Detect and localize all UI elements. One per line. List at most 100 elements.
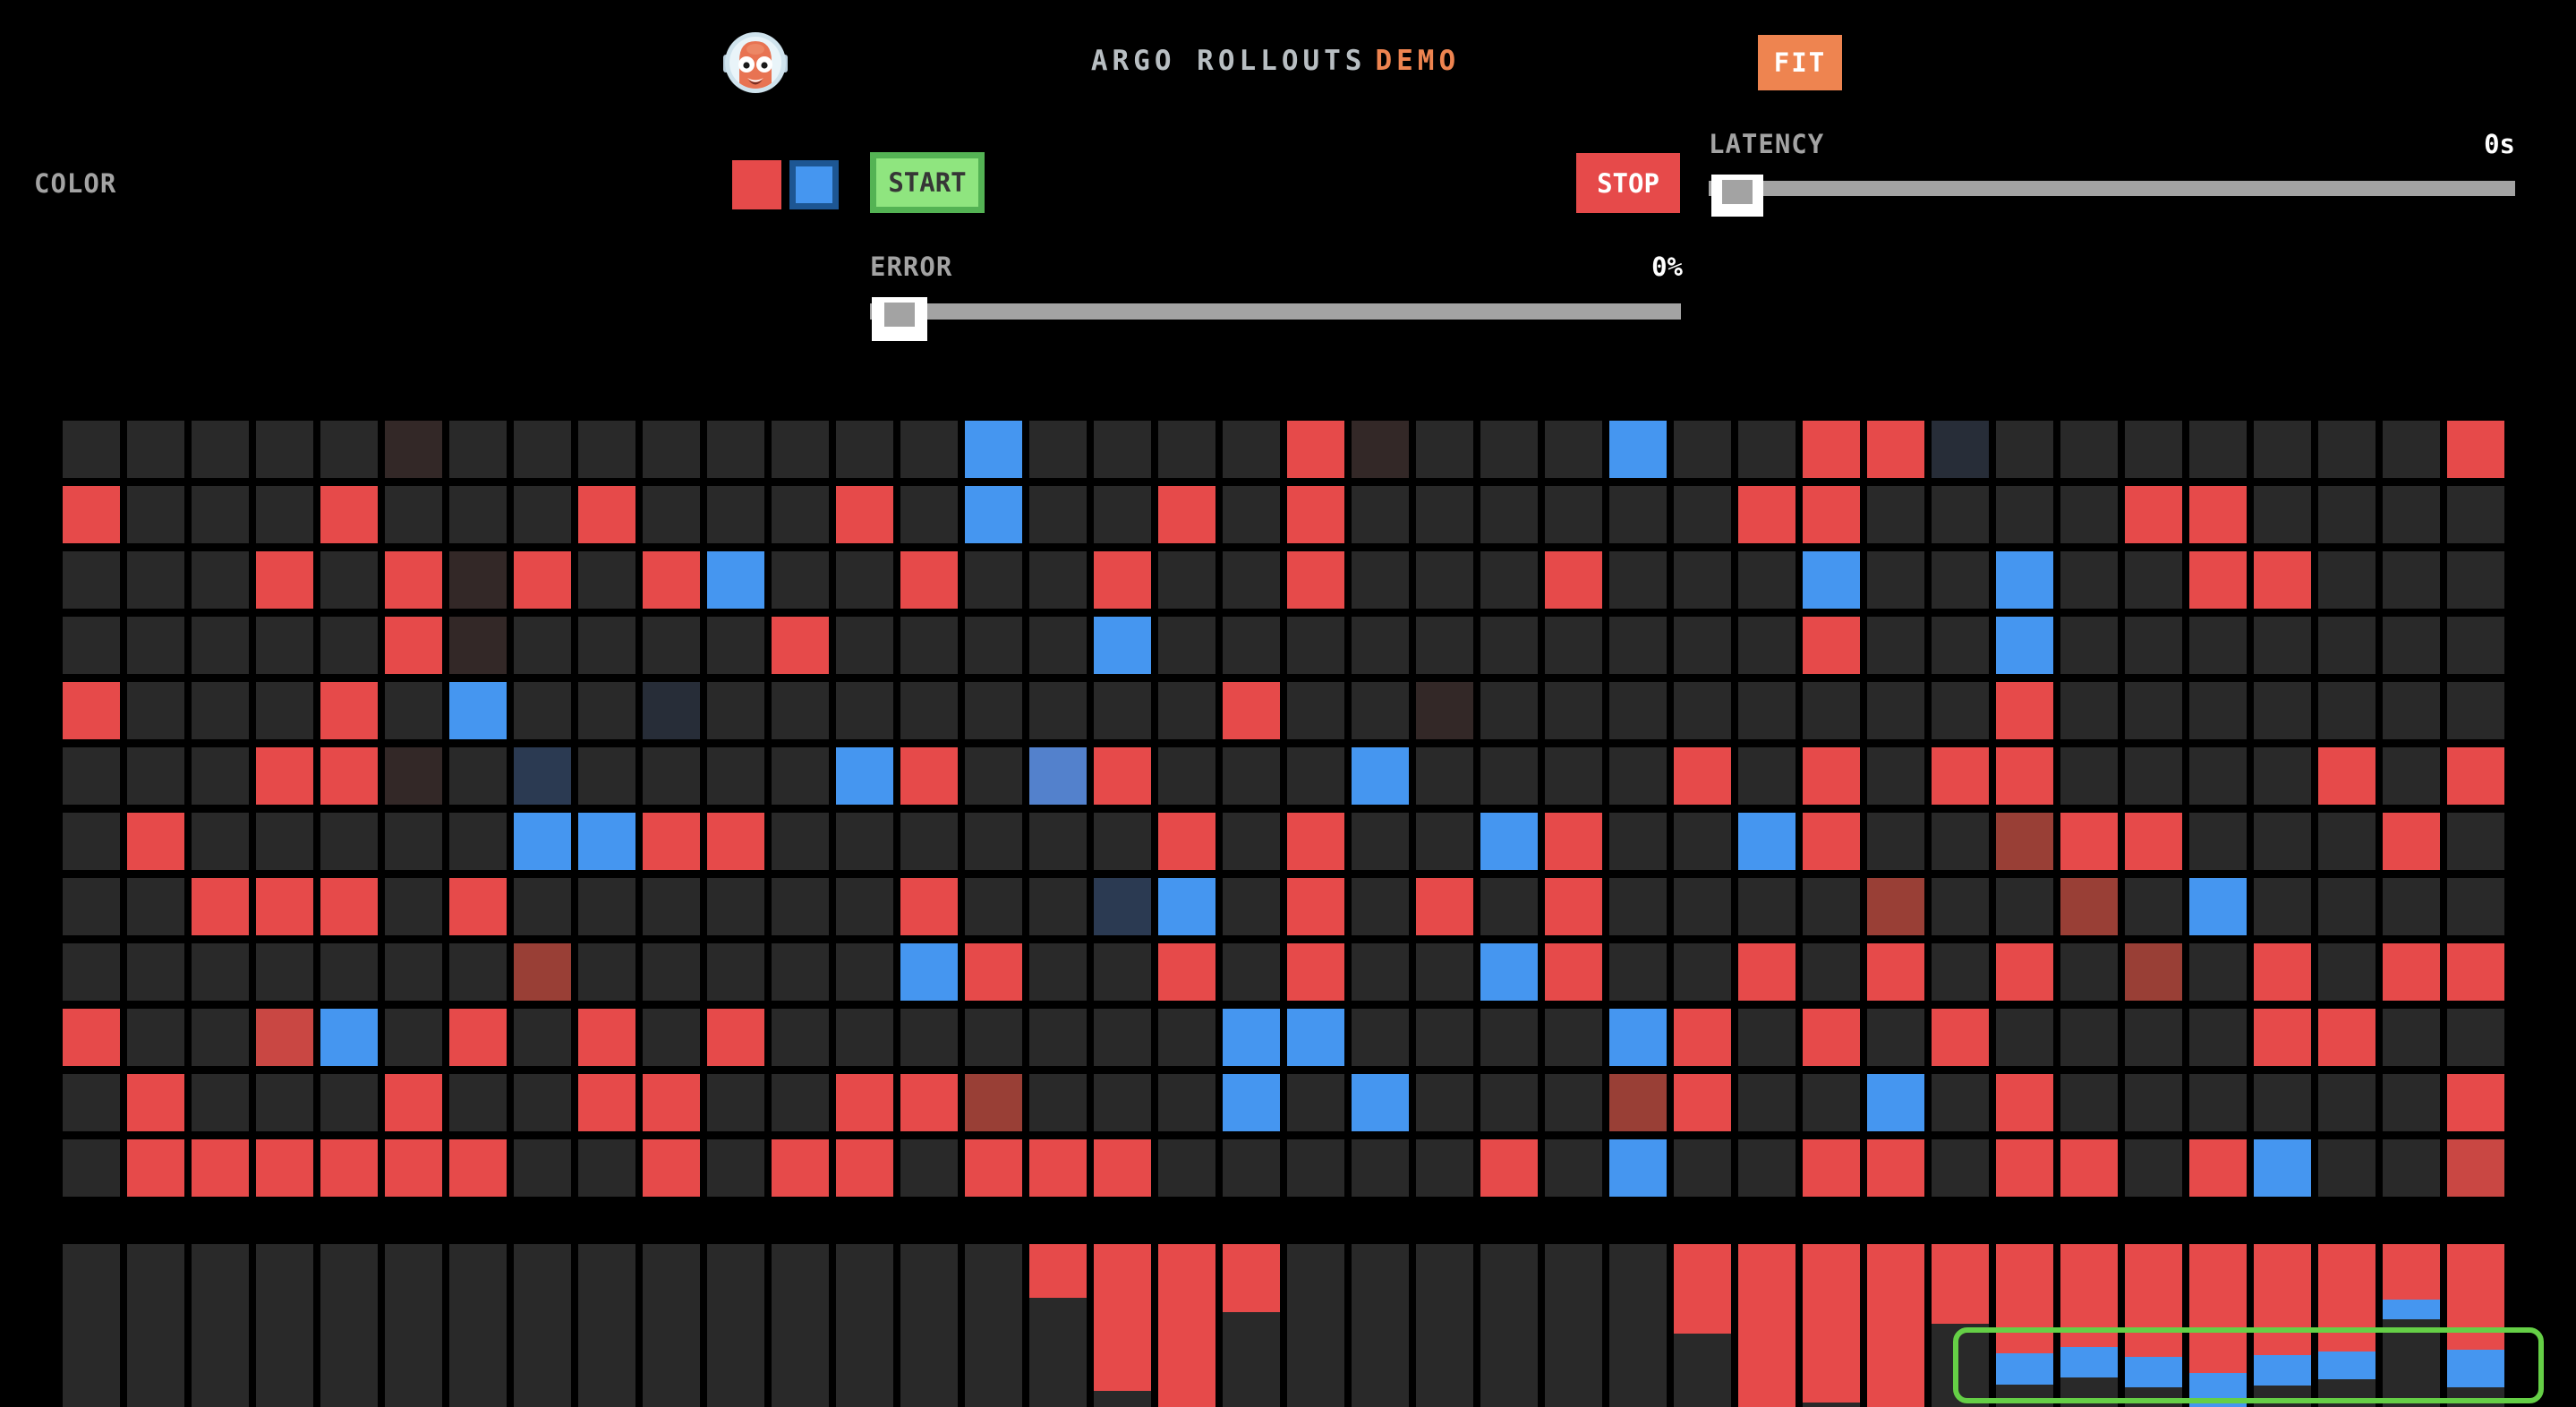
pod-tile [1223,682,1280,739]
pod-tile [578,486,635,543]
pod-tile [449,1074,507,1131]
pod-tile [707,1074,764,1131]
pod-tile [1996,486,2053,543]
pod-tile [1996,878,2053,935]
pod-tile [514,813,571,870]
traffic-bar [1287,1244,1344,1407]
stop-button[interactable]: STOP [1576,153,1680,213]
pod-tile [514,421,571,478]
pod-tile [2189,617,2247,674]
bar-segment [1094,1244,1151,1391]
bar-segment [1932,1244,1989,1325]
pod-tile [772,486,829,543]
pod-tile [385,421,442,478]
pod-tile [2447,421,2504,478]
pod-tile [2125,617,2182,674]
pod-tile [192,943,249,1001]
pod-tile [1609,617,1667,674]
latency-value: 0s [2484,129,2515,159]
pod-tile [514,747,571,805]
pod-tile [2060,943,2118,1001]
pod-tile [2383,943,2440,1001]
pod-tile [1094,878,1151,935]
pod-tile [2318,1009,2376,1066]
color-swatch-red[interactable] [732,160,781,209]
error-slider-handle[interactable] [872,297,927,341]
pod-tile [2060,1074,2118,1131]
pod-tile [772,943,829,1001]
pod-tile [1287,551,1344,609]
pod-tile [1480,1139,1538,1197]
bar-segment [1803,1244,1860,1403]
pod-tile [2060,813,2118,870]
traffic-bar [1545,1244,1602,1407]
pod-tile [1416,878,1473,935]
argo-mascot-icon [723,32,788,93]
pod-tile [320,1009,378,1066]
bar-segment [192,1244,249,1407]
pod-tile [1996,682,2053,739]
pod-tile [385,1074,442,1131]
pod-tile [1029,421,1087,478]
bar-segment [2383,1244,2440,1300]
error-label: ERROR [870,252,953,282]
pod-tile [2318,1139,2376,1197]
pod-tile [127,682,184,739]
bar-segment [2447,1350,2504,1388]
pod-tile [2189,878,2247,935]
pod-tile [578,421,635,478]
pod-tile [256,551,313,609]
pod-tile [1738,813,1796,870]
pod-tile [836,747,893,805]
pod-tile [1996,551,2053,609]
pod-tile [965,1139,1022,1197]
pod-tile [1609,421,1667,478]
fit-button[interactable]: FIT [1758,35,1842,90]
pod-tile [514,1009,571,1066]
pod-tile [836,813,893,870]
color-swatch-blue[interactable] [789,160,839,209]
pod-tile [385,1139,442,1197]
pod-tile [2383,551,2440,609]
traffic-bar [1609,1244,1667,1407]
pod-tile [1996,421,2053,478]
pod-tile [63,747,120,805]
pod-tile [2254,421,2311,478]
pod-tile [1932,421,1989,478]
bar-segment [2125,1244,2182,1357]
pod-tile [965,943,1022,1001]
pod-tile [1996,1009,2053,1066]
pod-tile [1609,943,1667,1001]
bar-segment [2060,1346,2118,1378]
pod-tile [2189,813,2247,870]
pod-tile [1287,1074,1344,1131]
start-button[interactable]: START [870,152,985,213]
pod-tile [256,682,313,739]
pod-tile [449,1009,507,1066]
pod-tile [2125,943,2182,1001]
pod-tile [1738,747,1796,805]
latency-slider-handle[interactable] [1711,175,1763,217]
pod-tile [256,421,313,478]
pod-tile [2125,682,2182,739]
pod-tile [900,943,958,1001]
pod-tile [1416,747,1473,805]
pod-tile [772,1009,829,1066]
pod-tile [836,1009,893,1066]
pod-tile [2189,943,2247,1001]
pod-tile [1996,813,2053,870]
pod-tile [256,943,313,1001]
pod-tile [1158,551,1215,609]
pod-tile [1094,943,1151,1001]
pod-tile [2060,486,2118,543]
bar-segment [2254,1244,2311,1355]
pod-tile [320,878,378,935]
pod-tile [1738,1139,1796,1197]
bar-segment [1867,1244,1924,1407]
pod-tile [1932,486,1989,543]
latency-slider-track[interactable] [1709,181,2515,196]
error-slider-track[interactable] [870,303,1681,320]
pod-tile [2383,747,2440,805]
pod-tile [1223,1139,1280,1197]
pod-tile [1609,1074,1667,1131]
